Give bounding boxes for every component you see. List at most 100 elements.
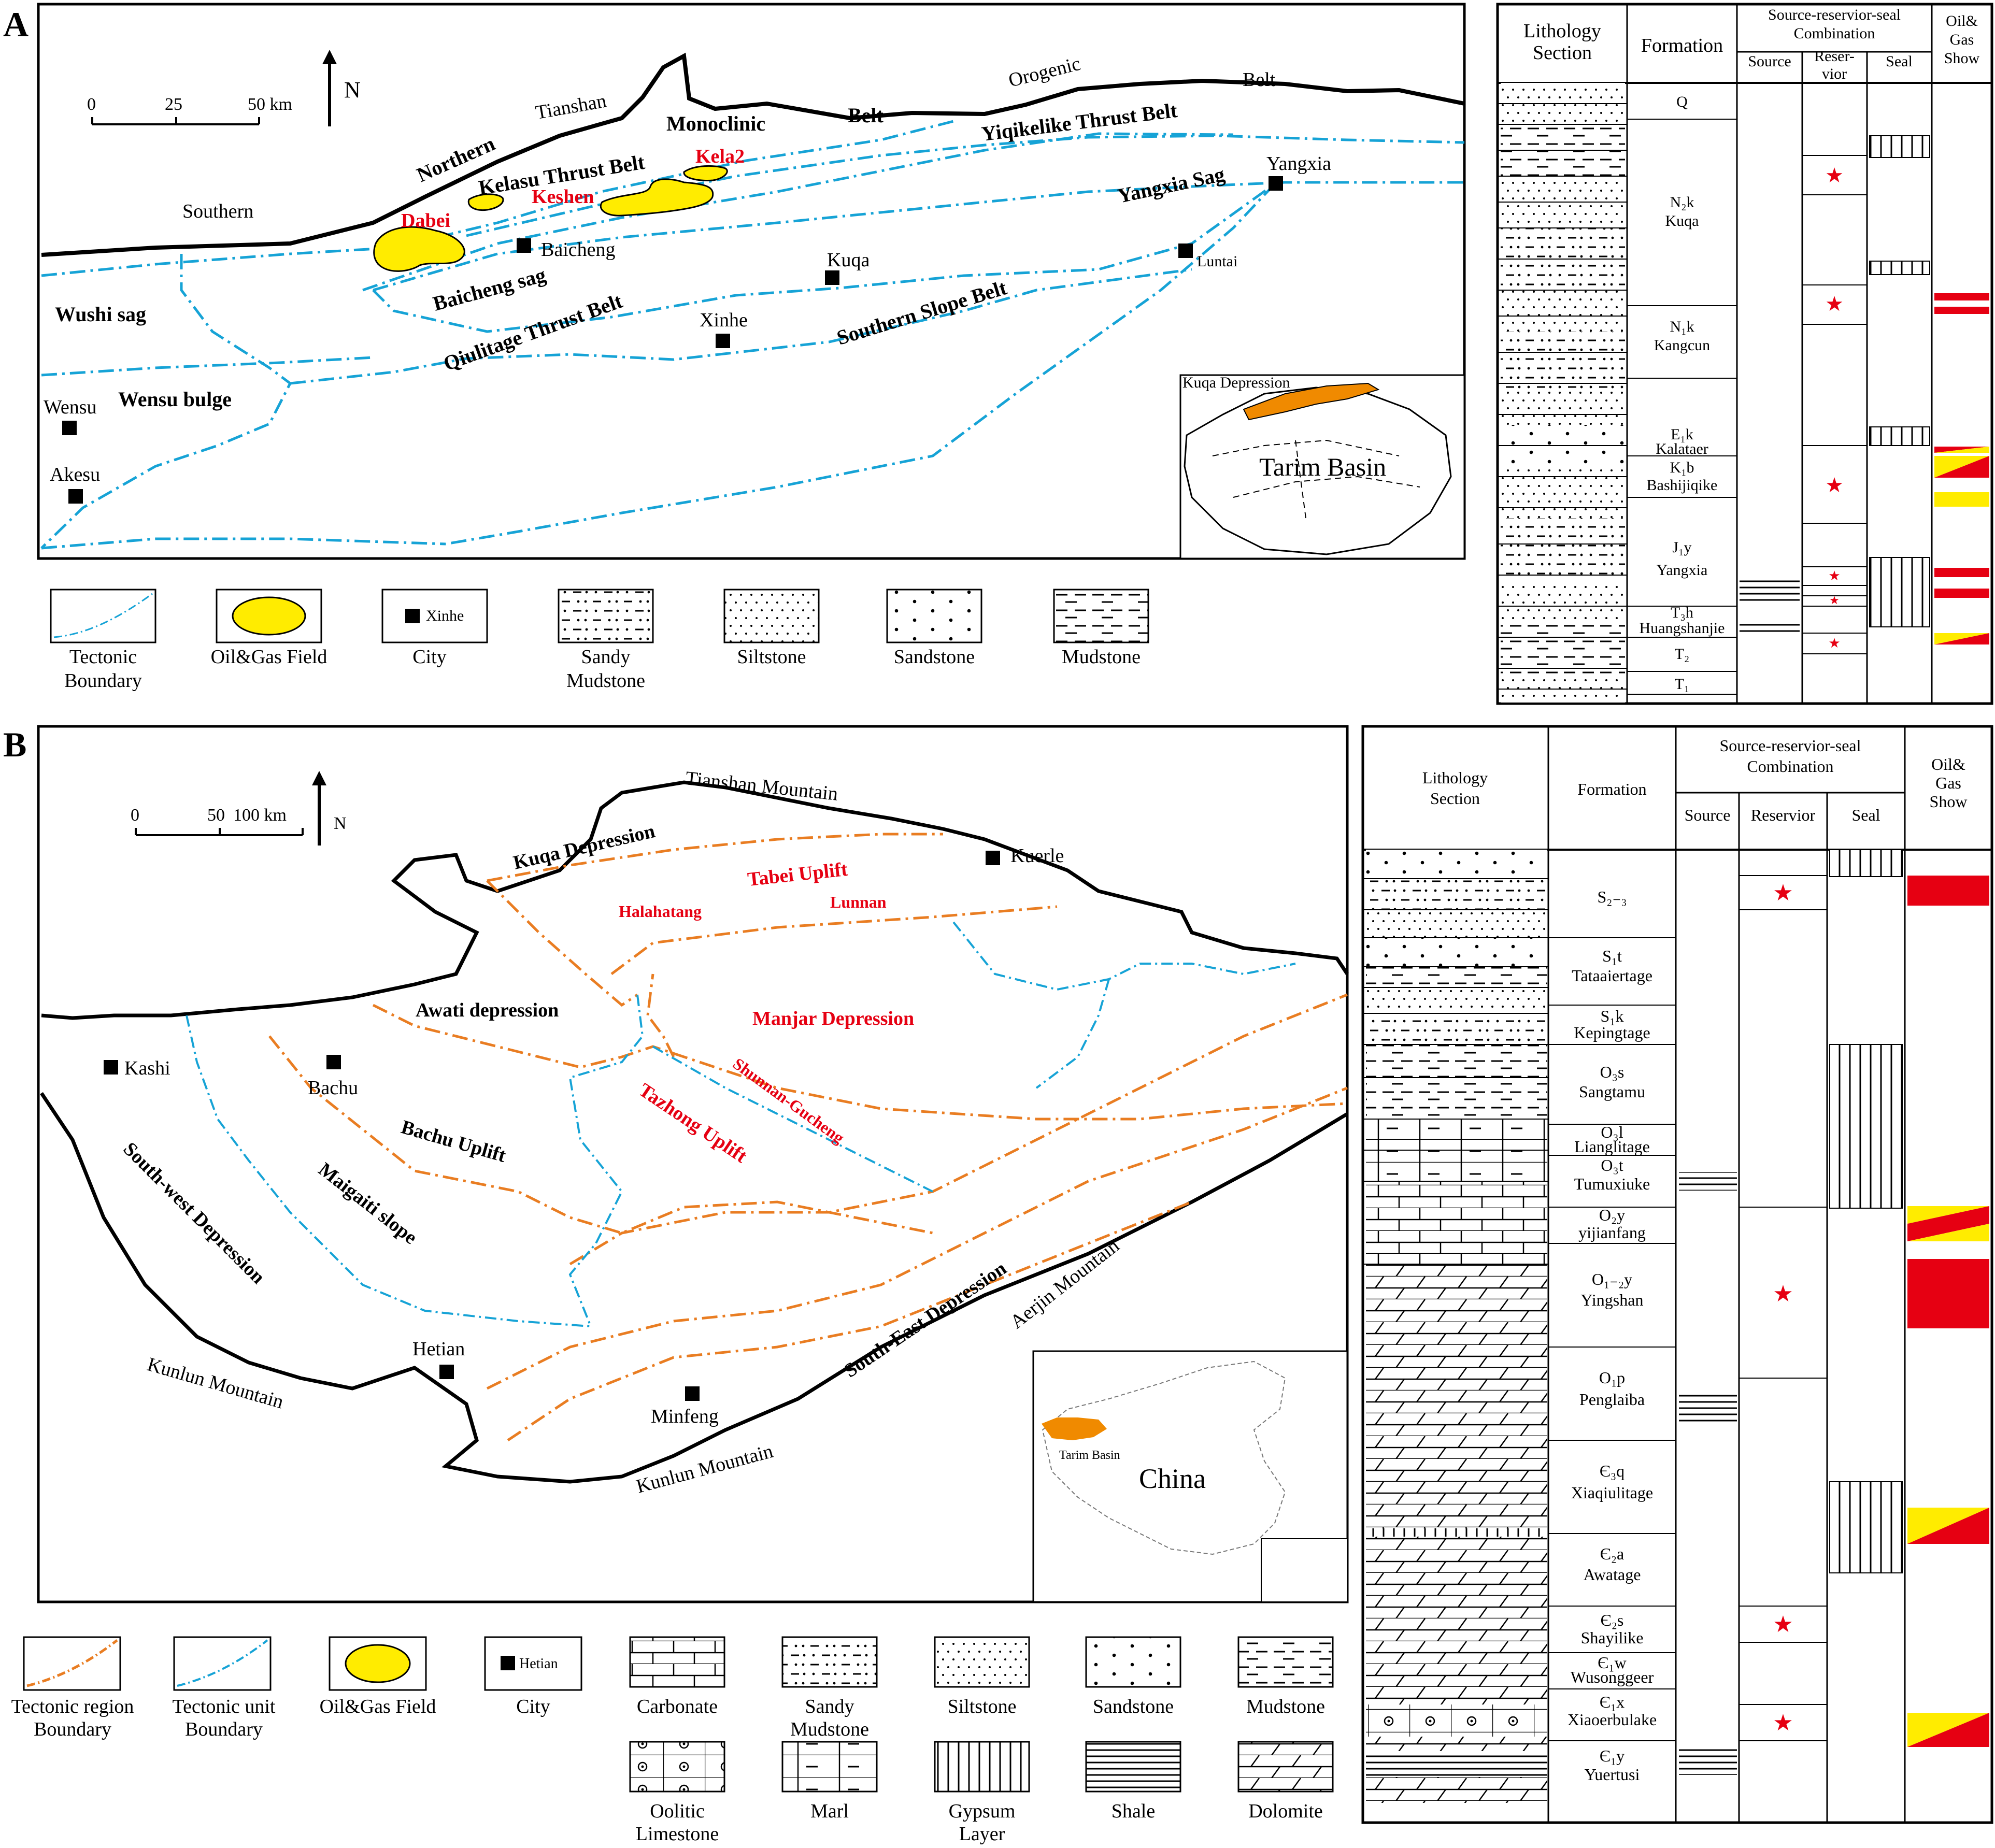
column-b-formation-bounds (1548, 937, 1676, 1741)
tectonic-boundaries (40, 120, 1465, 550)
column-b-headers: Lithology Section Formation Source-reser… (1422, 736, 1968, 824)
legend-b-labels: Tectonic region Boundary Tectonic unit B… (11, 1696, 1325, 1845)
label-southeast-depression: South-East Depression (840, 1257, 1010, 1382)
city-kuqa: Kuqa (827, 249, 870, 271)
map-b: 0 50 100 km N Tianshan Mountain Kuqa Dep… (40, 767, 1349, 1603)
formation-a-code: E₁k (1671, 426, 1693, 443)
inset-kuqa-label: Kuqa Depression (1182, 374, 1290, 391)
column-b-combo-header-2: Combination (1747, 757, 1833, 776)
svg-text:★: ★ (1773, 1710, 1793, 1736)
column-a: ★ ★ ★ ★ ★ ★ Lithology Section Formation … (1496, 3, 1993, 705)
label-lunnan: Lunnan (830, 893, 887, 911)
legend-b-label-8: Mudstone (1246, 1696, 1325, 1717)
city-luntai: Luntai (1197, 253, 1237, 270)
label-wensu-bulge: Wensu bulge (118, 388, 232, 411)
legend-b-label-1: Tectonic unit (173, 1696, 276, 1717)
label-tianshan-mountain: Tianshan Mountain (685, 767, 839, 805)
column-a-formations: Q N₂k Kuqa N₁k Kangcun E₁k Kalataer K₁b … (1640, 93, 1725, 693)
column-a-oil-header: Oil& (1946, 12, 1978, 30)
north-arrow-a-icon (322, 50, 337, 126)
legend-b-label-2: Oil&Gas Field (320, 1696, 436, 1717)
label-belt-top: Belt (1243, 69, 1276, 91)
source-shale-b3 (1679, 1749, 1737, 1775)
label-kunlun-1: Kunlun Mountain (145, 1353, 286, 1413)
formation-b-name: Sangtamu (1579, 1082, 1645, 1101)
label-aerjin: Aerjin Mountain (1006, 1235, 1123, 1333)
city-markers-b (104, 851, 1000, 1401)
legend-a-mud-swatch (1053, 589, 1149, 643)
legend-a-label-2: City (412, 646, 446, 668)
legend-b-marl-swatch (781, 1741, 878, 1793)
orogenic-belt-line (41, 52, 1465, 257)
column-a-oil-header-3: Show (1944, 50, 1980, 67)
legend-a-label-1: Oil&Gas Field (211, 646, 327, 668)
formation-b-code: Є₁x (1600, 1693, 1624, 1711)
formation-b-name: Shayilike (1581, 1628, 1644, 1647)
seal-gyp-a3 (1869, 426, 1930, 446)
map-a-frame (37, 3, 1466, 560)
oil-gas-fields (373, 165, 728, 272)
svg-text:★: ★ (1825, 164, 1844, 187)
map-b-frame (37, 725, 1349, 1603)
legend-b-mud-swatch (1237, 1636, 1334, 1688)
formation-a-code: T₂ (1675, 646, 1690, 663)
column-a-seal-header: Seal (1886, 53, 1913, 70)
formation-b-name: Xiaqiulitage (1571, 1483, 1653, 1502)
formation-b-name: Yingshan (1581, 1291, 1644, 1309)
legend-b-label-0b: Boundary (34, 1718, 111, 1740)
column-a-formation-bounds (1627, 119, 1737, 695)
legend-b-dolomite-swatch (1237, 1741, 1334, 1793)
legend-a-label-3: Sandy (581, 646, 631, 668)
source-shale-b2 (1679, 1395, 1737, 1422)
formation-b-code: Є₁w (1598, 1653, 1626, 1672)
label-yiqikelike: Yiqikelike Thrust Belt (980, 98, 1179, 146)
formation-a-code: N₁k (1670, 318, 1694, 335)
column-a-combo-header: Source-reservior-seal (1768, 6, 1901, 23)
column-b-oil-header-3: Show (1930, 792, 1968, 811)
city-minfeng: Minfeng (651, 1406, 719, 1427)
legend-b-label-9b: Limestone (636, 1823, 719, 1845)
legend-b-label-6: Siltstone (947, 1696, 1016, 1717)
label-southern-slope: Southern Slope Belt (834, 276, 1009, 350)
dabei-field (373, 226, 465, 272)
legend-a: Xinhe Tectonic Boundary Oil&Gas Field Ci… (50, 589, 1149, 692)
column-b-source-header: Source (1685, 806, 1731, 824)
label-baicheng-sag: Baicheng sag (431, 263, 548, 315)
formation-b-code: O₂y (1599, 1206, 1625, 1224)
formation-a-code: N₂k (1670, 194, 1694, 211)
city-yangxia: Yangxia (1266, 153, 1331, 175)
legend-a-label-5: Sandstone (894, 646, 975, 668)
label-bachu-uplift: Bachu Uplift (399, 1116, 509, 1167)
column-b-formation-header: Formation (1577, 780, 1646, 798)
city-hetian: Hetian (412, 1338, 465, 1360)
legend-b-silt-swatch (934, 1636, 1030, 1688)
formation-a-name: Yangxia (1657, 562, 1708, 579)
column-a-headers: Lithology Section Formation Source-reser… (1523, 6, 1979, 82)
legend-b-city-sample: Hetian (519, 1656, 558, 1672)
legend-b-label-11b: Layer (959, 1823, 1005, 1845)
svg-text:★: ★ (1828, 636, 1840, 651)
keshen-small-field (467, 193, 504, 211)
legend-b-label-12: Shale (1112, 1800, 1155, 1822)
north-label-a: N (344, 77, 361, 103)
formation-a-name: Huangshanjie (1640, 620, 1725, 637)
column-b: ★ ★ ★ ★ Lithology Section Formation Source… (1361, 725, 1993, 1824)
formation-b-name: Awatage (1584, 1565, 1641, 1584)
formation-b-name: Penglaiba (1579, 1390, 1645, 1409)
formation-b-code: Є₁y (1600, 1746, 1624, 1765)
formation-a-code: Q (1676, 93, 1688, 110)
scale-mid-b: 50 (207, 806, 225, 825)
label-tabei-uplift: Tabei Uplift (747, 858, 849, 891)
label-southern: Southern (182, 200, 253, 222)
formation-a-code: T₁ (1675, 676, 1690, 693)
seal-gyp-a4 (1869, 557, 1930, 627)
column-b-lith-header-2: Section (1430, 789, 1480, 808)
label-dabei: Dabei (401, 210, 450, 232)
label-yangxia-sag: Yangxia Sag (1116, 162, 1227, 208)
svg-text:★: ★ (1773, 1612, 1793, 1637)
region-boundaries (268, 833, 1348, 1442)
city-xinhe: Xinhe (700, 309, 748, 331)
formation-a-code: K₁b (1670, 459, 1694, 476)
formation-b-code: Є₃q (1600, 1462, 1624, 1480)
column-b-reservoir-cells (1739, 875, 1827, 1741)
